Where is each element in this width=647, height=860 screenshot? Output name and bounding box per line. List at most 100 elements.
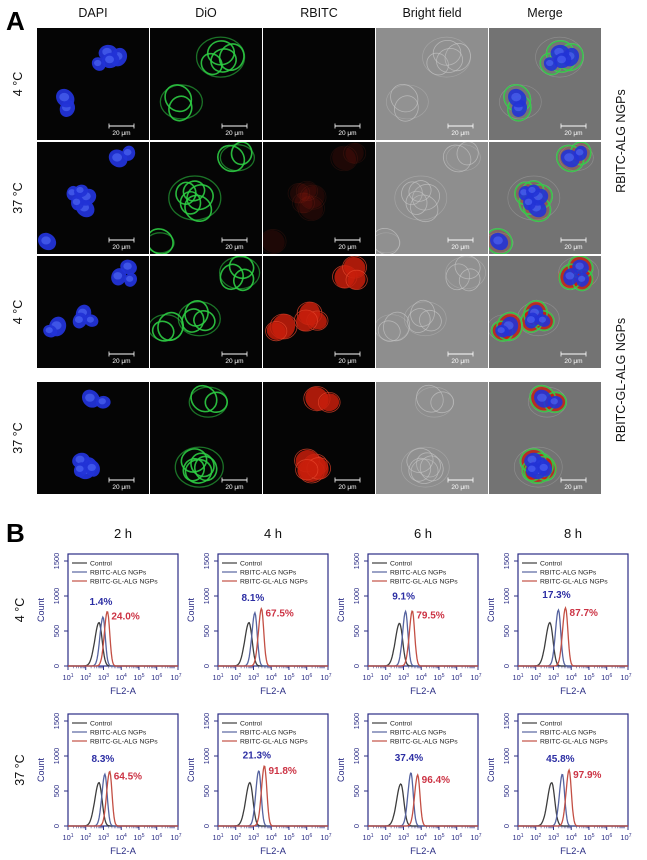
svg-text:20 μm: 20 μm [225, 358, 243, 365]
scale-bar: 20 μm [221, 477, 248, 491]
svg-text:107.2: 107.2 [620, 833, 632, 842]
microscopy-image-dapi-row2: 20 μm [37, 142, 149, 254]
microscopy-image-dapi-row4: 20 μm [37, 382, 149, 494]
microscopy-image-brightfield-row2: 20 μm [376, 142, 488, 254]
svg-text:105: 105 [283, 673, 294, 682]
svg-text:1500: 1500 [502, 553, 511, 570]
microscopy-image-brightfield-row4: 20 μm [376, 382, 488, 494]
pct-rbitc-gl-alg: 64.5% [114, 771, 142, 782]
svg-text:106: 106 [451, 673, 462, 682]
flow-histogram-r2-c2: 101 102 103 104 105 106 107.2 0 500 1000 1500 Count… [186, 713, 332, 857]
curve-control [518, 782, 628, 827]
microscopy-image-dio-row2: 20 μm [150, 142, 262, 254]
flow-histogram-r2-c1: 101 102 103 104 105 106 107.2 0 500 1000 1500 Count… [36, 713, 182, 857]
svg-text:107.2: 107.2 [470, 833, 482, 842]
svg-text:500: 500 [202, 785, 211, 798]
pct-rbitc-alg: 8.3% [92, 754, 115, 765]
scale-bar: 20 μm [447, 123, 474, 137]
row-label-b1: 4 °C [13, 597, 27, 623]
scale-bar: 20 μm [108, 123, 135, 137]
microscopy-image-merge-row3: 20 μm [489, 256, 601, 368]
svg-text:105: 105 [583, 833, 594, 842]
svg-text:103: 103 [248, 673, 259, 682]
scale-bar: 20 μm [108, 351, 135, 365]
svg-text:Control: Control [90, 561, 112, 568]
y-axis-label: Count [186, 758, 196, 783]
x-axis-label: FL2-A [260, 686, 287, 697]
svg-text:105: 105 [133, 833, 144, 842]
legend: Control RBITC-ALG NGPs RBITC-GL-ALG NGPs [222, 721, 308, 746]
legend: Control RBITC-ALG NGPs RBITC-GL-ALG NGPs [222, 561, 308, 586]
svg-text:0: 0 [52, 824, 61, 828]
svg-text:RBITC-GL-ALG NGPs: RBITC-GL-ALG NGPs [240, 579, 308, 586]
svg-text:1000: 1000 [502, 588, 511, 605]
svg-text:Control: Control [90, 721, 112, 728]
svg-text:0: 0 [202, 824, 211, 828]
svg-text:20 μm: 20 μm [225, 130, 243, 137]
svg-text:0: 0 [502, 664, 511, 668]
scale-bar: 20 μm [221, 123, 248, 137]
svg-text:20 μm: 20 μm [564, 130, 582, 137]
legend: Control RBITC-ALG NGPs RBITC-GL-ALG NGPs [372, 721, 458, 746]
svg-text:103: 103 [548, 833, 559, 842]
svg-text:104: 104 [566, 673, 577, 682]
svg-text:20 μm: 20 μm [451, 244, 469, 251]
curve-rbitc-alg-ngps [518, 773, 628, 827]
svg-text:0: 0 [202, 664, 211, 668]
svg-text:1000: 1000 [52, 588, 61, 605]
legend: Control RBITC-ALG NGPs RBITC-GL-ALG NGPs [522, 561, 608, 586]
svg-text:RBITC-ALG NGPs: RBITC-ALG NGPs [240, 570, 297, 577]
curve-control [218, 621, 328, 667]
svg-text:20 μm: 20 μm [112, 358, 130, 365]
flow-histogram-r2-c4: 101 102 103 104 105 106 107.2 0 500 1000 1500 Count… [486, 713, 632, 857]
svg-text:20 μm: 20 μm [112, 244, 130, 251]
flow-histogram-r1-c2: 101 102 103 104 105 106 107.2 0 500 1000 1500 Count… [186, 553, 332, 697]
pct-rbitc-gl-alg: 97.9% [573, 770, 601, 781]
svg-text:0: 0 [352, 824, 361, 828]
svg-text:Control: Control [390, 721, 412, 728]
column-header-brightfield: Bright field [402, 6, 462, 20]
svg-text:1500: 1500 [202, 713, 211, 730]
svg-text:107.2: 107.2 [470, 673, 482, 682]
svg-text:102: 102 [80, 673, 91, 682]
svg-text:20 μm: 20 μm [338, 484, 356, 491]
svg-text:20 μm: 20 μm [338, 130, 356, 137]
pct-rbitc-gl-alg: 96.4% [422, 775, 450, 786]
flow-histogram-r1-c1: 101 102 103 104 105 106 107.2 0 500 1000 1500 Count… [36, 553, 182, 697]
curve-rbitc-gl-alg-ngps [368, 610, 478, 667]
svg-text:20 μm: 20 μm [225, 484, 243, 491]
svg-text:106: 106 [151, 833, 162, 842]
svg-text:20 μm: 20 μm [225, 244, 243, 251]
curve-rbitc-gl-alg-ngps [218, 606, 328, 667]
flow-histogram-r1-c4: 101 102 103 104 105 106 107.2 0 500 1000 1500 Count… [486, 553, 632, 697]
curve-rbitc-gl-alg-ngps [68, 610, 178, 667]
row-label-a2: 37 °C [11, 182, 25, 214]
y-axis-label: Count [336, 758, 346, 783]
svg-text:0: 0 [352, 664, 361, 668]
svg-text:500: 500 [502, 625, 511, 638]
svg-text:105: 105 [583, 673, 594, 682]
svg-text:104: 104 [566, 833, 577, 842]
svg-text:20 μm: 20 μm [338, 358, 356, 365]
svg-text:20 μm: 20 μm [338, 244, 356, 251]
group-label-rbitc-gl-alg: RBITC-GL-ALG NGPs [614, 317, 628, 443]
svg-text:RBITC-ALG NGPs: RBITC-ALG NGPs [90, 730, 147, 737]
microscopy-image-merge-row2: 20 μm [489, 142, 601, 254]
scale-bar: 20 μm [221, 351, 248, 365]
scale-bar: 20 μm [560, 237, 587, 251]
curve-rbitc-gl-alg-ngps [518, 768, 628, 827]
flow-histogram-r2-c3: 101 102 103 104 105 106 107.2 0 500 1000 1500 Count… [336, 713, 482, 857]
scale-bar: 20 μm [334, 237, 361, 251]
group-label-rbitc-alg: RBITC-ALG NGPs [614, 89, 628, 193]
svg-text:105: 105 [133, 673, 144, 682]
svg-text:500: 500 [202, 625, 211, 638]
y-axis-label: Count [186, 598, 196, 623]
pct-rbitc-gl-alg: 87.7% [570, 608, 598, 619]
svg-text:103: 103 [398, 673, 409, 682]
svg-text:101: 101 [62, 833, 73, 842]
svg-text:102: 102 [80, 833, 91, 842]
x-axis-label: FL2-A [110, 686, 137, 697]
svg-text:102: 102 [530, 673, 541, 682]
microscopy-image-rbitc-row1: 20 μm [263, 28, 375, 140]
svg-text:RBITC-ALG NGPs: RBITC-ALG NGPs [390, 730, 447, 737]
